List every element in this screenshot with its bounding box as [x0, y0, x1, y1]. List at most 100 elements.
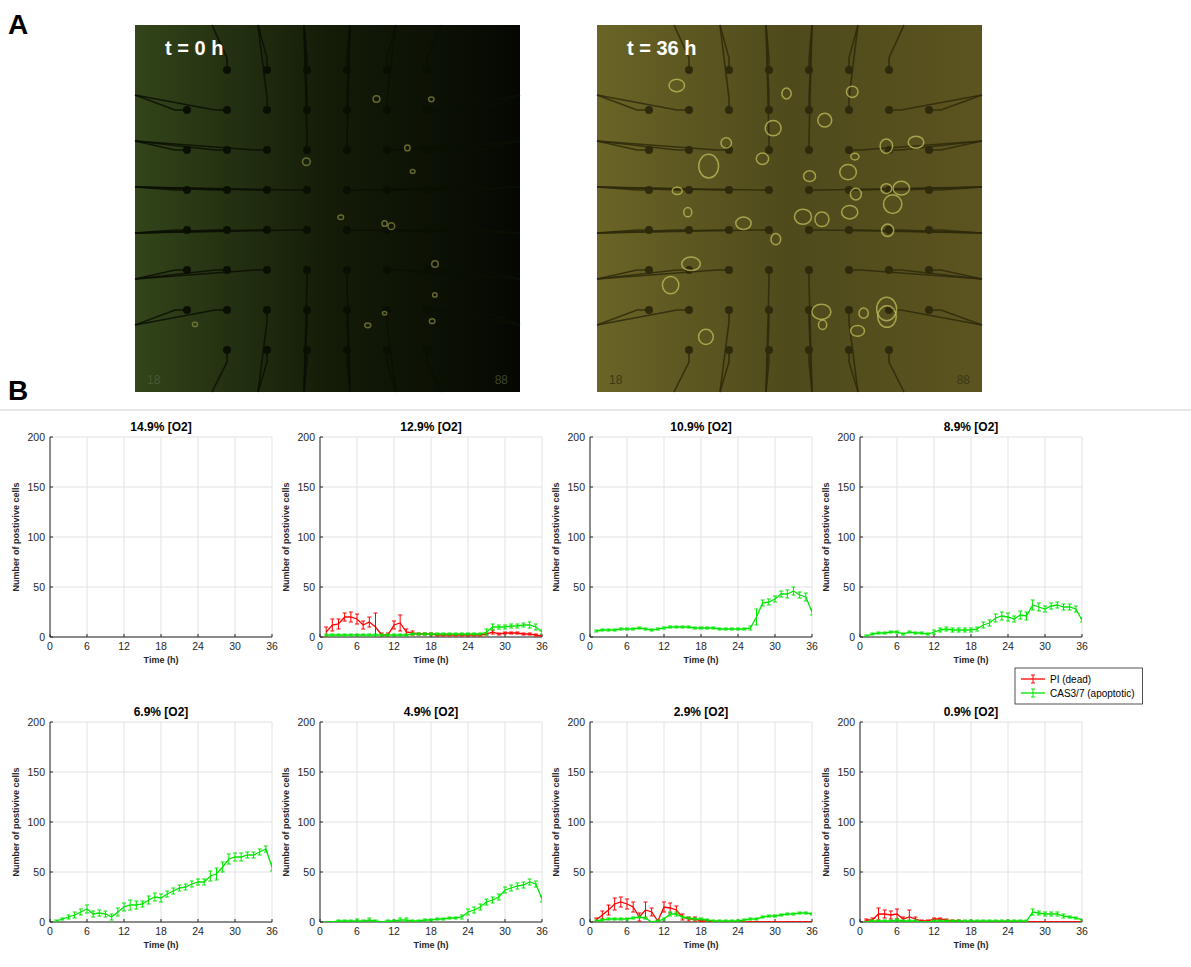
legend-box: [1015, 668, 1143, 704]
error-bar: [159, 894, 163, 902]
electrode-trace: [467, 270, 520, 279]
electrode: [925, 186, 933, 194]
error-bar: [742, 919, 746, 921]
electrode: [885, 346, 893, 354]
tick-label: 6: [354, 640, 360, 652]
tick-label: 36: [536, 640, 548, 652]
electrode-trace: [929, 187, 982, 190]
tick: [860, 922, 863, 923]
error-bar: [600, 911, 604, 919]
electrode-trace: [304, 270, 307, 392]
electrode-trace: [809, 230, 982, 233]
tick-label: 12: [658, 640, 670, 652]
error-bar: [619, 897, 623, 907]
error-bar: [681, 916, 685, 918]
tick: [860, 537, 863, 538]
error-bar: [91, 911, 95, 917]
error-bar: [355, 634, 359, 636]
error-bar: [662, 902, 666, 912]
tick: [50, 537, 53, 538]
error-bar: [877, 908, 881, 920]
error-bar: [423, 633, 427, 635]
error-bar: [681, 626, 685, 628]
cell: [851, 325, 865, 336]
tick: [971, 634, 972, 637]
error-bar: [761, 916, 765, 918]
error-bar: [687, 626, 691, 628]
error-bar: [613, 918, 617, 920]
error-bar: [141, 901, 145, 907]
tick-label: 200: [297, 716, 315, 728]
error-bar: [1055, 912, 1059, 916]
error-bar: [767, 599, 771, 605]
error-bar: [625, 918, 629, 920]
tick-label: 12: [118, 640, 130, 652]
series-line: [596, 902, 812, 922]
cell: [736, 217, 751, 230]
chart: 0612182430360501001502006.9% [O2]Time (h…: [11, 705, 278, 950]
grid-line: [860, 822, 1082, 823]
error-bar: [1037, 911, 1041, 915]
series-line: [56, 849, 272, 921]
error-bar: [1018, 920, 1022, 922]
tick-label: 50: [303, 866, 315, 878]
cell: [432, 261, 439, 268]
data-group: [594, 897, 812, 922]
electrode: [845, 226, 853, 234]
tick: [87, 634, 88, 637]
error-bar: [870, 920, 874, 922]
electrode: [303, 266, 311, 274]
panel-label: B: [8, 375, 28, 406]
error-bar: [122, 903, 126, 911]
error-bar: [509, 885, 513, 891]
error-bar: [944, 920, 948, 922]
chart-title: 14.9% [O2]: [130, 420, 191, 434]
error-bar: [957, 920, 961, 922]
series: [594, 587, 812, 632]
grid-line: [590, 437, 812, 438]
error-bar: [944, 627, 948, 631]
error-bar: [392, 621, 396, 629]
electrode: [303, 306, 311, 314]
electrode: [463, 226, 471, 234]
electrode: [463, 266, 471, 274]
error-bar: [1006, 920, 1010, 922]
electrode-trace: [347, 187, 520, 190]
error-bar: [1025, 920, 1029, 922]
electrode: [925, 146, 933, 154]
tick: [590, 637, 593, 638]
electrode-trace: [597, 230, 769, 233]
electrode-trace: [929, 95, 982, 110]
cell: [303, 158, 311, 166]
chart: 06121824303605010015020010.9% [O2]Time (…: [551, 420, 818, 665]
electrode: [463, 186, 471, 194]
error-bar: [171, 888, 175, 894]
tick-label: 100: [567, 816, 585, 828]
cell: [794, 209, 811, 224]
plot-area: [590, 437, 812, 637]
error-bar: [361, 634, 365, 636]
electrode: [805, 186, 813, 194]
tick-label: 0: [317, 640, 323, 652]
error-bar: [227, 854, 231, 864]
electrode-trace: [597, 310, 689, 325]
cell: [804, 171, 816, 182]
tick: [860, 822, 863, 823]
electrode: [463, 306, 471, 314]
error-bar: [1062, 914, 1066, 918]
tick-label: 24: [192, 640, 204, 652]
cell: [818, 113, 832, 127]
electrode: [765, 346, 773, 354]
electrode-trace: [809, 187, 982, 190]
tick: [50, 922, 53, 923]
tick-label: 18: [965, 925, 977, 937]
cell: [812, 304, 831, 319]
tick-label: 100: [27, 816, 45, 828]
data-group: [54, 846, 272, 922]
tick: [50, 772, 53, 773]
series-line: [596, 913, 812, 922]
tick-label: 150: [297, 766, 315, 778]
electrode-trace: [135, 95, 227, 110]
error-bar: [810, 913, 812, 915]
tick: [161, 919, 162, 922]
